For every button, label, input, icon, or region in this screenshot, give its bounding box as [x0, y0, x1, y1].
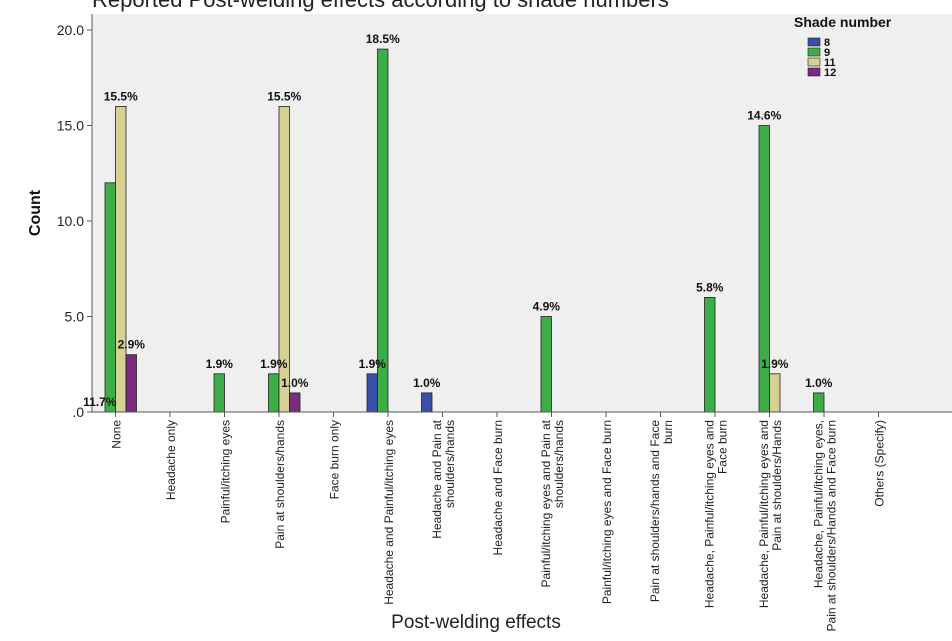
data-label: 4.9%: [533, 300, 561, 314]
x-tick-label: Painful/itching eyes and Pain at shoulder…: [539, 419, 566, 587]
x-tick-label-line: Pain at shoulders/Hands and Face burn: [825, 420, 839, 631]
x-axis: None Headache only Painful/itching eyes Pai…: [92, 411, 952, 631]
bar-shade-12: [289, 392, 301, 413]
data-labels: 11.7% 15.5% 2.9% 1.9% 1.9% 15.5% 1.0% 1.9% 18.5%…: [83, 32, 833, 409]
x-tick-label-line: shoulders/hands: [443, 420, 457, 508]
x-tick-label: Headache and Painful/itching eyes: [382, 420, 396, 605]
legend-swatch: [807, 57, 821, 67]
bar-shade-9: [813, 392, 825, 413]
x-tick-label-line: Pain at shoulders/hands: [273, 420, 287, 549]
bar-shade-11: [115, 106, 127, 413]
x-tick-label-line: shoulders/hands: [552, 420, 566, 508]
x-tick-label: Headache, Painful/itching eyes and Pain a…: [757, 420, 784, 608]
data-label: 18.5%: [366, 32, 400, 46]
x-tick-label-line: Face burn: [716, 420, 730, 474]
x-tick-label-line: Headache and Painful/itching eyes: [382, 420, 396, 605]
x-tick-label: Painful/itching eyes and Face burn: [600, 420, 614, 604]
data-label: 1.9%: [761, 357, 789, 371]
y-tick-label: 20.0: [57, 22, 84, 38]
x-tick-label-line: burn: [661, 420, 675, 444]
legend-swatch: [807, 37, 821, 47]
y-tick-label: 10.0: [57, 213, 84, 229]
y-tick-label: 15.0: [57, 118, 84, 134]
legend-label: 11: [824, 57, 836, 69]
x-tick-label-line: Others (Specify): [873, 420, 887, 507]
x-tick-label: Headache only: [164, 420, 178, 500]
x-tick-label: Pain at shoulders/hands and Face burn: [648, 420, 675, 602]
x-tick-label-line: Painful/itching eyes and Face burn: [600, 420, 614, 604]
y-tick-label: 5.0: [65, 309, 85, 325]
bar-shade-9: [704, 296, 716, 413]
data-label: 5.8%: [696, 280, 724, 294]
x-tick-label: Pain at shoulders/hands: [273, 420, 287, 549]
bar-shade-9: [213, 373, 225, 413]
y-axis-label: Count: [27, 189, 44, 236]
x-tick-label-line: Painful/itching eyes: [219, 420, 233, 523]
data-label: 1.0%: [281, 376, 309, 390]
data-label: 15.5%: [267, 89, 301, 103]
x-tick-label: Headache and Face burn: [491, 420, 505, 555]
x-tick-label: Headache and Pain at shoulders/hands: [430, 419, 457, 538]
x-tick-label-line: Headache and Face burn: [491, 420, 505, 555]
data-label: 15.5%: [104, 89, 138, 103]
x-tick-label-line: Headache, Painful/itching eyes and: [703, 420, 717, 608]
x-tick-label: Painful/itching eyes: [219, 420, 233, 523]
x-tick-label-line: Pain at shoulders/hands and Face: [648, 420, 662, 602]
data-label: 1.0%: [413, 376, 441, 390]
bar-shade-8: [366, 373, 378, 413]
x-tick-label-line: Headache and Pain at: [430, 419, 444, 538]
bar-shade-9: [104, 182, 116, 413]
x-tick-label-line: Headache, Painful/itching eyes and: [757, 420, 771, 608]
data-label: 14.6%: [747, 109, 781, 123]
data-label: 2.9%: [118, 338, 146, 352]
bar-shade-9: [540, 316, 552, 413]
bar-shade-12: [125, 354, 137, 413]
x-tick-label-line: Headache, Painful/itching eyes,: [812, 420, 826, 588]
legend-title: Shade number: [794, 14, 892, 30]
chart-title: Reported Post-welding effects according …: [92, 0, 952, 13]
plot-background: [92, 14, 952, 412]
legend-label: 8: [824, 37, 830, 49]
legend-swatch: [807, 47, 821, 57]
data-label: 1.9%: [359, 357, 387, 371]
data-label: 1.9%: [260, 357, 288, 371]
x-tick-label-line: Face burn only: [328, 420, 342, 499]
x-tick-label-line: Pain at shoulders/Hands: [770, 420, 784, 551]
y-axis: .0 5.0 10.0 15.0 20.0: [57, 14, 93, 420]
legend-swatch: [807, 67, 821, 77]
y-tick-label: .0: [72, 404, 84, 420]
x-tick-label-line: Painful/itching eyes and Pain at: [539, 419, 553, 587]
data-label: 1.9%: [206, 357, 234, 371]
x-tick-label: Face burn only: [328, 420, 342, 499]
x-tick-label-line: None: [110, 420, 124, 449]
x-tick-label: Headache, Painful/itching eyes and Face b…: [703, 420, 730, 608]
bar-shade-11: [769, 373, 781, 413]
x-tick-label: None: [110, 420, 124, 449]
x-axis-label: Post-welding effects: [391, 612, 561, 633]
data-label: 1.0%: [805, 376, 833, 390]
legend-label: 9: [824, 47, 830, 59]
data-label: 11.7%: [83, 395, 117, 409]
legend-label: 12: [824, 67, 836, 79]
bar-shade-9: [268, 373, 280, 413]
bar-shade-8: [421, 392, 433, 413]
x-tick-label-line: Headache only: [164, 420, 178, 500]
x-tick-label: Headache, Painful/itching eyes, Pain at s…: [812, 420, 839, 631]
x-tick-label: Others (Specify): [873, 420, 887, 507]
